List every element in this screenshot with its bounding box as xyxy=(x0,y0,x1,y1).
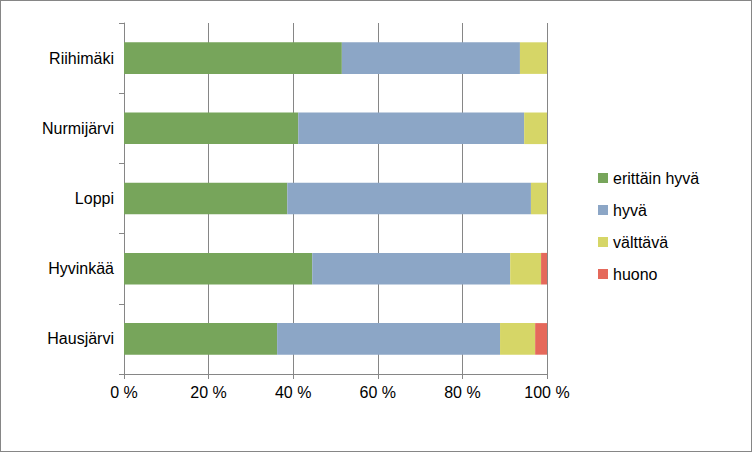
svg-text:20 %: 20 % xyxy=(190,384,226,401)
svg-text:Hyvinkää: Hyvinkää xyxy=(48,260,114,277)
svg-text:80 %: 80 % xyxy=(444,384,480,401)
svg-text:Hausjärvi: Hausjärvi xyxy=(47,330,114,347)
svg-text:huono: huono xyxy=(613,266,658,283)
svg-text:hyvä: hyvä xyxy=(613,202,647,219)
svg-text:välttävä: välttävä xyxy=(613,234,668,251)
svg-text:erittäin hyvä: erittäin hyvä xyxy=(613,170,699,187)
svg-text:0 %: 0 % xyxy=(110,384,138,401)
svg-text:Riihimäki: Riihimäki xyxy=(49,50,114,67)
svg-text:40 %: 40 % xyxy=(275,384,311,401)
svg-text:Loppi: Loppi xyxy=(75,190,114,207)
svg-text:100 %: 100 % xyxy=(524,384,569,401)
svg-text:60 %: 60 % xyxy=(360,384,396,401)
svg-text:Nurmijärvi: Nurmijärvi xyxy=(42,120,114,137)
